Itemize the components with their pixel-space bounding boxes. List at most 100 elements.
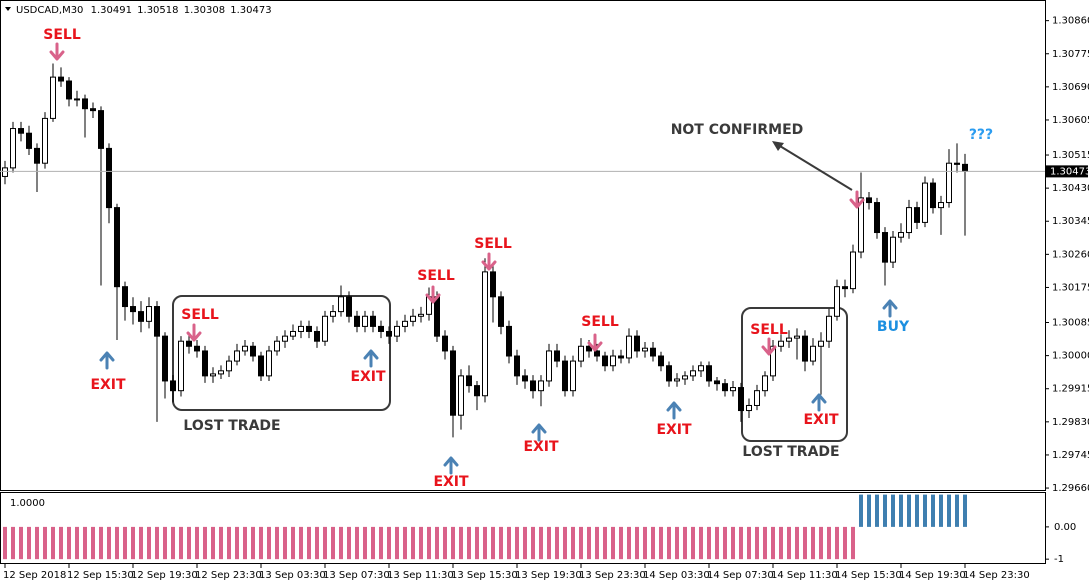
candle-body	[178, 340, 184, 392]
candle-body	[106, 147, 112, 209]
indicator-bar	[299, 526, 303, 560]
annotation: EXIT	[433, 474, 469, 490]
candle-body	[274, 340, 280, 352]
indicator-bar	[3, 526, 7, 560]
indicator-bar	[371, 526, 375, 560]
x-tick-label: 13 Sep 23:30	[579, 570, 646, 581]
indicator-bar	[139, 526, 143, 560]
candle-body	[322, 315, 328, 342]
candle-body	[690, 370, 696, 377]
candle-body	[154, 306, 160, 337]
signal-arrow	[882, 299, 898, 318]
y-tick-label: 1.30515	[1052, 150, 1089, 161]
indicator-bar	[67, 526, 71, 560]
candle-body	[610, 355, 616, 367]
indicator-bar	[867, 494, 871, 527]
candle-body	[906, 207, 912, 234]
indicator-bar	[835, 526, 839, 560]
indicator-bar	[203, 526, 207, 560]
candle-body	[394, 325, 400, 337]
candle-body	[146, 306, 152, 322]
trade-box	[741, 307, 848, 442]
indicator-bar	[515, 526, 519, 560]
indicator-bar	[243, 526, 247, 560]
candle-body	[506, 325, 512, 357]
x-tick-label: 13 Sep 15:30	[451, 570, 518, 581]
indicator-bar	[387, 526, 391, 560]
indicator-bar	[507, 526, 511, 560]
candle-body	[794, 335, 800, 339]
indicator-bar	[667, 526, 671, 560]
candle-body	[626, 335, 632, 359]
candle-body	[594, 350, 600, 357]
annotation: BUY	[877, 319, 910, 335]
annotation: LOST TRADE	[742, 444, 839, 460]
indicator-bar	[499, 526, 503, 560]
candle-body	[554, 350, 560, 362]
indicator-bar	[635, 526, 639, 560]
indicator-bar	[779, 526, 783, 560]
candle-body	[514, 355, 520, 377]
candle-body	[746, 404, 752, 412]
candle-body	[954, 162, 960, 165]
candle-body	[378, 325, 384, 332]
candle-body	[50, 76, 56, 119]
y-tick-label: 1.30085	[1052, 318, 1089, 329]
y-tick-label: 1.30345	[1052, 216, 1089, 227]
candle-body	[418, 313, 424, 317]
y-tick-label: 1.30260	[1052, 249, 1089, 260]
candle-body	[826, 315, 832, 342]
indicator-bar	[107, 526, 111, 560]
y-tick-label: 1.30775	[1052, 49, 1089, 60]
candle-body	[706, 365, 712, 382]
indicator-bar	[963, 494, 967, 527]
candle-body	[650, 347, 656, 357]
indicator-bar	[675, 526, 679, 560]
candle-body	[642, 347, 648, 352]
signal-arrow	[761, 337, 777, 356]
candle-body	[834, 286, 840, 317]
annotation: EXIT	[90, 377, 126, 393]
candle-body	[922, 182, 928, 223]
indicator-bar	[219, 526, 223, 560]
indicator-bar	[227, 526, 231, 560]
candle-body	[290, 330, 296, 337]
candle-body	[474, 385, 480, 397]
indicator-bar	[155, 526, 159, 560]
candle-body	[306, 325, 312, 332]
annotation: EXIT	[803, 412, 839, 428]
candle-body	[842, 286, 848, 290]
candle-body	[466, 375, 472, 387]
candle-body	[546, 350, 552, 382]
indicator-bar	[307, 526, 311, 560]
candle-body	[2, 167, 8, 177]
indicator-bar	[35, 526, 39, 560]
candle-body	[586, 345, 592, 352]
indicator-bar	[27, 526, 31, 560]
x-tick-label: 13 Sep 11:30	[387, 570, 454, 581]
indicator-frame	[0, 492, 1046, 564]
indicator-bar	[427, 526, 431, 560]
y-tick-label: 1.29660	[1052, 483, 1089, 494]
price-tag-label: 1.30473	[1050, 166, 1089, 177]
indicator-bar	[931, 494, 935, 527]
candle-body	[90, 108, 96, 112]
indicator-bar	[651, 526, 655, 560]
candle-body	[202, 350, 208, 377]
signal-arrow	[666, 401, 682, 420]
candle-body	[330, 311, 336, 317]
signal-arrow	[811, 393, 827, 412]
indicator-bar	[611, 526, 615, 560]
indicator-bar	[379, 526, 383, 560]
candle-body	[226, 360, 232, 372]
candle-body	[714, 380, 720, 385]
annotation: SELL	[750, 322, 788, 338]
indicator-bar	[259, 526, 263, 560]
candle-body	[458, 375, 464, 416]
signal-arrow	[531, 423, 547, 442]
y-tick-label: 1.30605	[1052, 115, 1089, 126]
x-tick-label: 13 Sep 19:30	[515, 570, 582, 581]
indicator-bar	[315, 526, 319, 560]
